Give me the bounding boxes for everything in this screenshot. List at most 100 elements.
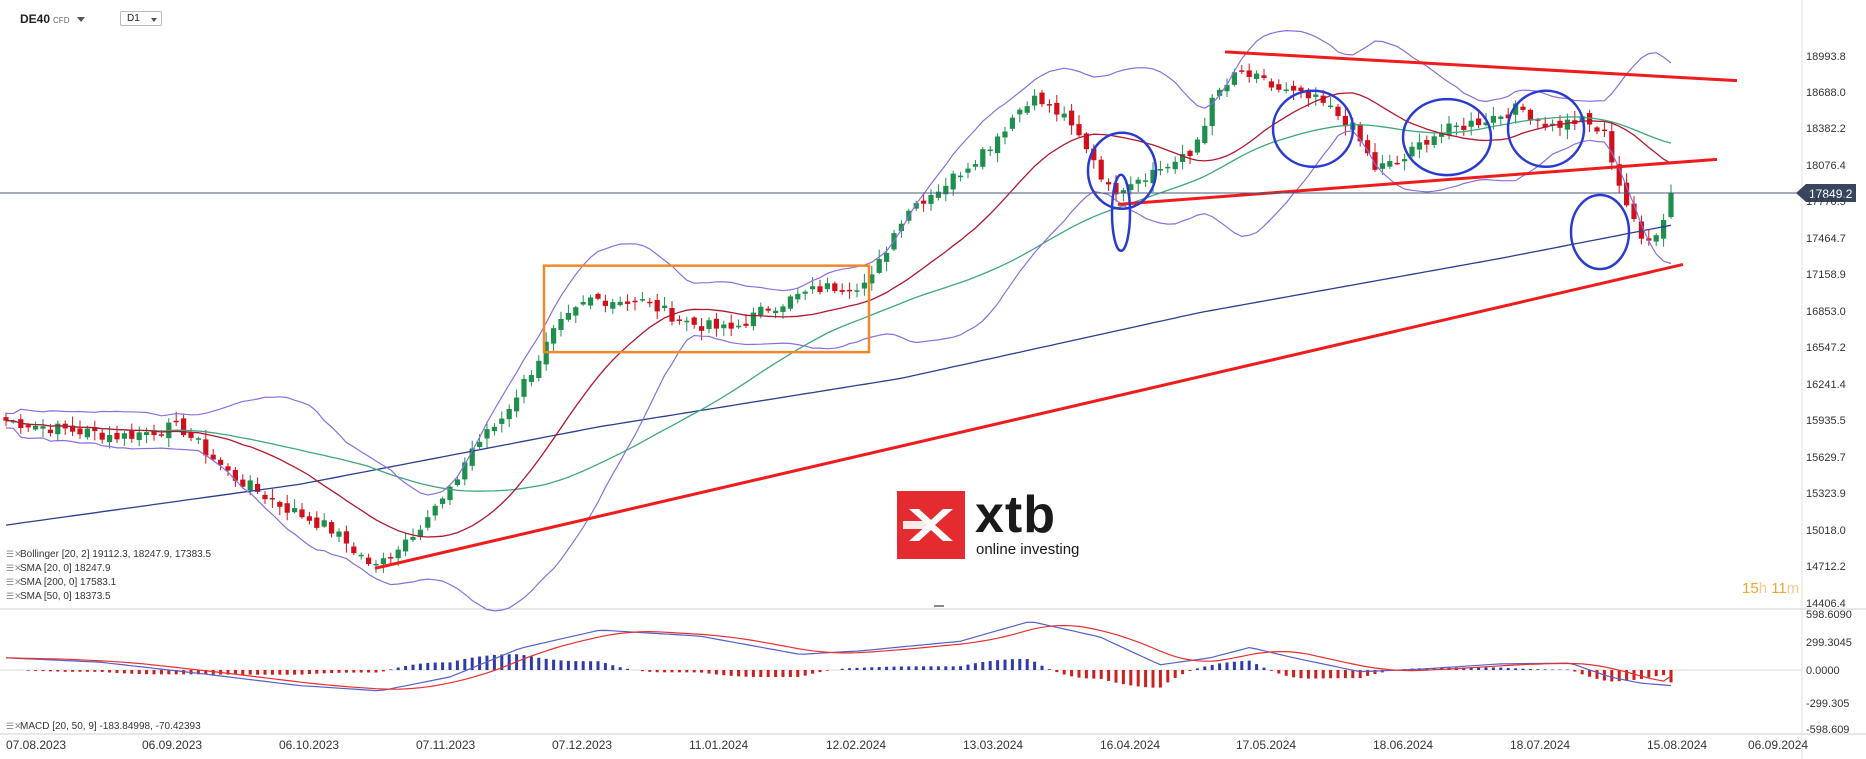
- symbol-selector[interactable]: DE40 CFD: [20, 12, 86, 26]
- candle-body: [1313, 94, 1319, 97]
- annotations: [374, 50, 1738, 570]
- bullish-candle: [1498, 115, 1504, 126]
- legend-macd[interactable]: ☰✕MACD [20, 50, 9] -183.84998, -70.42393: [6, 721, 201, 732]
- date-tick: 12.02.2024: [826, 738, 886, 752]
- candle-body: [743, 323, 749, 326]
- candle-body: [832, 283, 838, 292]
- price-tick: 17158.9: [1806, 269, 1846, 281]
- legend-sma20[interactable]: ☰✕SMA [20, 0] 18247.9: [6, 563, 111, 574]
- candle-body: [647, 301, 653, 304]
- candle-body: [403, 539, 409, 552]
- candle-body: [395, 549, 401, 559]
- bearish-candle: [1276, 79, 1282, 93]
- candle-body: [958, 175, 964, 178]
- candle-body: [1231, 72, 1237, 85]
- bearish-candle: [765, 306, 771, 314]
- bullish-candle: [292, 499, 298, 514]
- bullish-candle: [1328, 97, 1334, 109]
- bullish-candle: [432, 503, 438, 521]
- candle-body: [1254, 73, 1260, 79]
- candle-body: [950, 173, 956, 190]
- bullish-candle: [440, 496, 446, 509]
- highlight-circle: [1401, 97, 1493, 177]
- bullish-candle: [506, 404, 512, 427]
- price-tick: 15935.5: [1806, 415, 1846, 427]
- bollinger-upper: [5, 29, 1672, 496]
- bullish-candle: [499, 411, 505, 433]
- sma20-line: [5, 92, 1672, 538]
- candle-body: [1431, 136, 1437, 145]
- legend-sma200[interactable]: ☰✕SMA [200, 0] 17583.1: [6, 577, 116, 588]
- bearish-candle: [669, 301, 675, 326]
- candle-body: [10, 420, 16, 423]
- bearish-candle: [1239, 65, 1245, 74]
- candle-body: [314, 517, 320, 528]
- bearish-candle: [1557, 115, 1563, 137]
- candle-body: [1409, 146, 1415, 157]
- highlight-circle: [1506, 89, 1586, 168]
- candle-body: [580, 302, 586, 305]
- settings-close-icon[interactable]: ☰✕: [6, 721, 22, 731]
- bearish-candle: [366, 553, 372, 567]
- bullish-candle: [1224, 78, 1230, 98]
- bullish-candle: [824, 277, 830, 293]
- bullish-candle: [166, 418, 172, 448]
- bullish-candle: [1283, 82, 1289, 94]
- bearish-candle: [1076, 115, 1082, 139]
- bearish-candle: [181, 413, 187, 437]
- candle-body: [1498, 116, 1504, 119]
- settings-close-icon[interactable]: ☰✕: [6, 563, 22, 573]
- candle-body: [1668, 192, 1674, 218]
- candle-body: [1187, 150, 1193, 156]
- candle-body: [336, 531, 342, 537]
- settings-close-icon[interactable]: ☰✕: [6, 577, 22, 587]
- candle-body: [1002, 131, 1008, 138]
- candle-body: [588, 297, 594, 306]
- bearish-candle: [1246, 63, 1252, 83]
- bearish-candle: [1039, 90, 1045, 107]
- candle-body: [1505, 114, 1511, 119]
- timeframe-selector[interactable]: D1: [120, 11, 162, 26]
- bullish-candle: [810, 277, 816, 294]
- date-tick: 06.09.2023: [142, 738, 202, 752]
- timer-h-unit: h: [1758, 580, 1768, 597]
- candle-body: [1587, 113, 1593, 125]
- bullish-candle: [610, 298, 616, 314]
- candle-body: [40, 426, 46, 429]
- candle-body: [373, 563, 379, 566]
- candle-body: [943, 185, 949, 195]
- candle-body: [839, 290, 845, 292]
- candle-body: [1209, 97, 1215, 127]
- bullish-candle: [1157, 160, 1163, 176]
- bullish-candle: [1416, 133, 1422, 159]
- bearish-candle: [1527, 108, 1533, 125]
- bullish-candle: [1453, 122, 1459, 136]
- bullish-candle: [195, 436, 201, 444]
- candle-body: [935, 191, 941, 198]
- bullish-candle: [358, 552, 364, 560]
- candle-body: [292, 508, 298, 513]
- settings-close-icon[interactable]: ☰✕: [6, 591, 22, 601]
- settings-close-icon[interactable]: ☰✕: [6, 549, 22, 559]
- candle-body: [1046, 104, 1052, 106]
- bearish-candle: [232, 466, 238, 487]
- candle-body: [1527, 109, 1533, 121]
- candle-body: [173, 420, 179, 423]
- legend-bollinger[interactable]: ☰✕Bollinger [20, 2] 19112.3, 18247.9, 17…: [6, 549, 211, 560]
- price-tick: 18076.4: [1806, 160, 1846, 172]
- bullish-candle: [588, 294, 594, 310]
- bearish-candle: [269, 488, 275, 509]
- candle-body: [987, 149, 993, 152]
- bearish-candle: [218, 457, 224, 471]
- chevron-down-icon: [77, 17, 86, 23]
- candle-body: [1217, 89, 1223, 96]
- candle-body: [299, 509, 305, 518]
- bearish-candle: [728, 314, 734, 337]
- bullish-candle: [706, 317, 712, 334]
- bearish-candle: [1394, 155, 1400, 166]
- legend-sma50[interactable]: ☰✕SMA [50, 0] 18373.5: [6, 591, 111, 602]
- bearish-candle: [817, 279, 823, 295]
- candle-body: [410, 536, 416, 540]
- bullish-candle: [1120, 187, 1126, 202]
